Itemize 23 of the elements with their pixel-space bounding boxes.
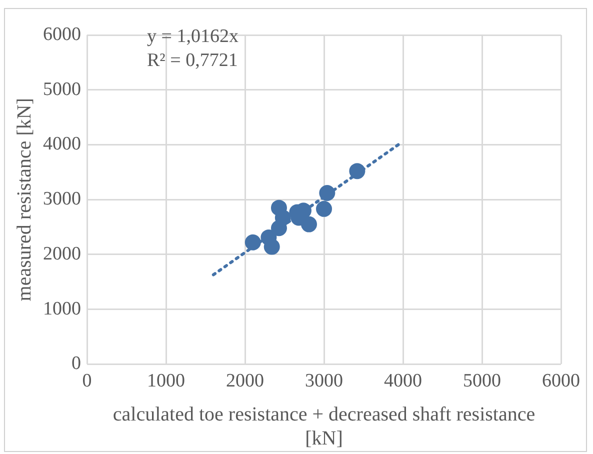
- point: [260, 229, 277, 246]
- x-tick-label: 1000: [147, 370, 185, 392]
- point: [274, 210, 291, 226]
- x-tick-label: 2000: [226, 370, 264, 392]
- point: [349, 163, 366, 180]
- x-tick-label: 4000: [384, 370, 422, 392]
- y-tick-label: 1000: [43, 298, 81, 320]
- y-tick-label: 2000: [43, 243, 81, 264]
- y-axis-title: measured resistance [kN]: [13, 98, 36, 302]
- point: [244, 234, 261, 250]
- point: [319, 185, 336, 202]
- y-tick-label: 3000: [43, 188, 81, 210]
- y-tick-label: 0: [72, 353, 81, 374]
- y-tick-label: 4000: [43, 134, 81, 155]
- annotation: y = 1,0162x: [147, 26, 239, 47]
- y-tick-label: 6000: [43, 24, 81, 45]
- x-axis-title: calculated toe resistance + decreased shaft resistance [kN]: [112, 403, 536, 450]
- x-tick-label: 3000: [305, 370, 343, 392]
- x-tick-label: 6000: [542, 370, 580, 392]
- annotation: R² = 0,7721: [147, 50, 238, 71]
- point: [316, 200, 332, 217]
- y-tick-label: 5000: [43, 78, 81, 100]
- x-tick-label: 5000: [463, 370, 501, 392]
